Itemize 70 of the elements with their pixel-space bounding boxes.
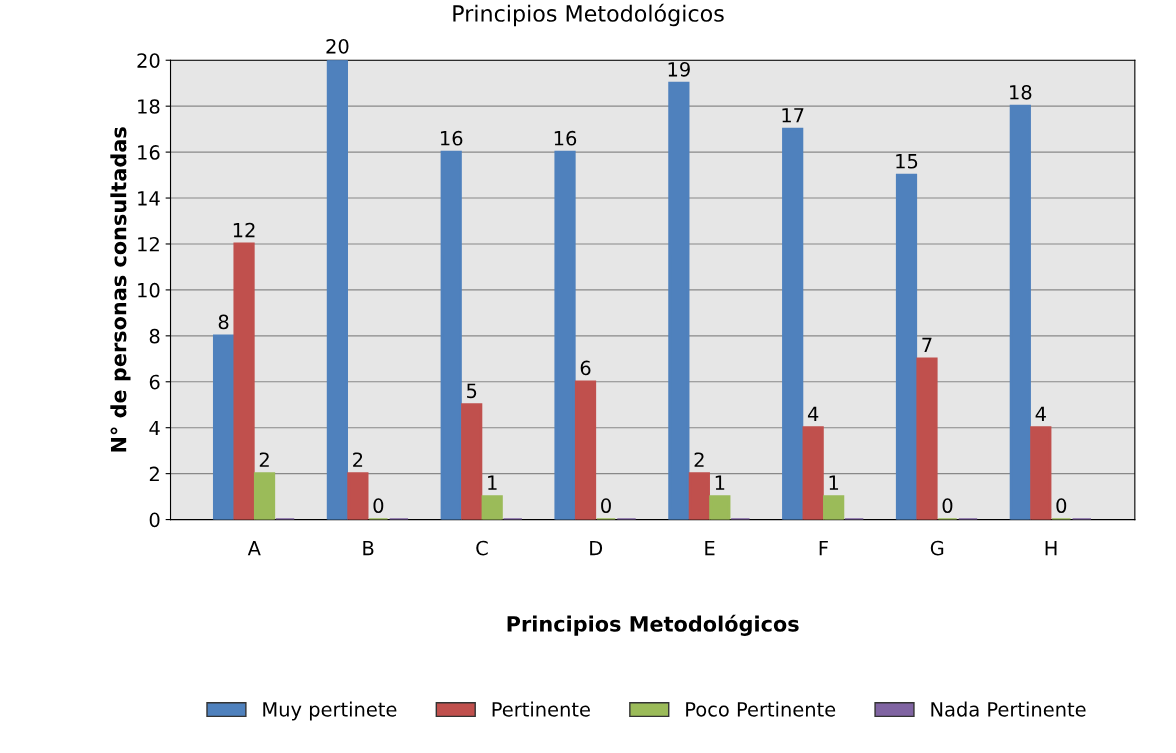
bar <box>1030 426 1052 520</box>
bar <box>554 150 576 520</box>
data-label: 0 <box>942 498 953 514</box>
legend-label: Poco Pertinente <box>686 701 836 717</box>
y-tick-label: 10 <box>138 282 160 298</box>
y-tick-label: 16 <box>138 145 160 160</box>
data-label: 19 <box>668 61 690 77</box>
data-label: 4 <box>1035 406 1046 421</box>
data-label: 17 <box>782 108 804 123</box>
bar <box>895 173 918 520</box>
y-tick-label: 14 <box>138 191 160 206</box>
data-label: 16 <box>554 130 577 146</box>
y-tick-label: 6 <box>149 374 160 390</box>
chart-title: Principios Metodológicos <box>453 3 724 27</box>
data-label: 0 <box>373 498 384 514</box>
bar <box>1009 104 1031 520</box>
x-tick-label: B <box>363 541 374 556</box>
data-label: 1 <box>715 475 725 490</box>
data-label: 4 <box>807 406 819 421</box>
x-tick-label: C <box>476 540 488 556</box>
bar <box>347 472 369 520</box>
data-label: 2 <box>353 452 363 467</box>
y-tick-label: 0 <box>149 512 160 528</box>
bar <box>916 357 938 520</box>
legend-label: Nada Pertinente <box>931 701 1086 717</box>
bar <box>668 81 690 520</box>
x-tick-label: D <box>590 541 603 556</box>
legend-label: Pertinente <box>492 701 590 717</box>
bar <box>440 150 462 520</box>
data-label: 0 <box>1056 498 1067 514</box>
data-label: 6 <box>580 360 591 376</box>
bar <box>823 495 845 520</box>
bar <box>688 472 710 520</box>
x-tick-label: F <box>819 541 828 556</box>
legend-label: Muy pertinete <box>263 701 397 721</box>
bar <box>782 127 804 520</box>
data-label: 1 <box>829 475 839 490</box>
data-label: 2 <box>694 452 704 467</box>
data-label: 2 <box>259 452 269 467</box>
x-tick-label: H <box>1045 541 1057 556</box>
data-label: 15 <box>896 154 918 169</box>
y-tick-label: 20 <box>137 53 160 68</box>
data-label: 20 <box>326 38 349 54</box>
bar <box>212 334 235 520</box>
bar <box>461 403 483 520</box>
y-tick-label: 18 <box>138 99 160 114</box>
data-label: 18 <box>1010 84 1032 100</box>
bar <box>326 60 348 520</box>
y-tick-label: 8 <box>149 328 160 344</box>
x-tick-label: E <box>705 541 715 556</box>
y-tick-label: 12 <box>138 236 159 252</box>
data-label: 16 <box>440 130 463 146</box>
data-label: 0 <box>601 498 611 514</box>
data-label: 12 <box>233 222 255 238</box>
x-axis-title: Principios Metodológicos <box>507 614 799 636</box>
bar <box>574 380 597 520</box>
y-tick-label: 2 <box>149 466 159 482</box>
bar <box>233 242 255 520</box>
data-label: 1 <box>488 475 497 490</box>
y-axis-title: N° de personas consultadas <box>110 127 131 452</box>
bar <box>481 495 503 520</box>
bar <box>253 472 276 520</box>
x-tick-label: G <box>930 540 944 556</box>
data-label: 7 <box>922 337 932 352</box>
y-tick-label: 4 <box>149 420 160 436</box>
data-label: 5 <box>467 383 477 399</box>
data-label: 8 <box>218 314 229 330</box>
bar <box>802 426 824 520</box>
bar <box>709 495 731 520</box>
x-tick-label: A <box>247 541 261 556</box>
